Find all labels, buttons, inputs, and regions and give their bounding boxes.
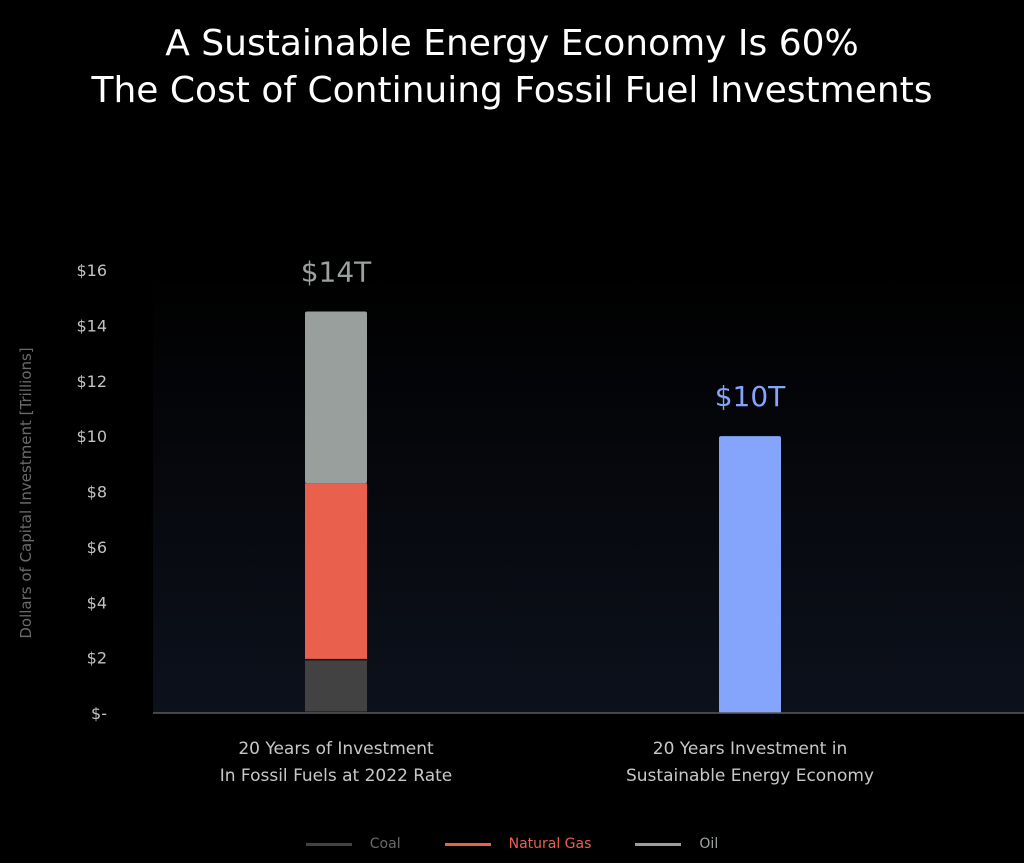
bar-segment-oil (305, 311, 367, 484)
legend-swatch (444, 842, 491, 846)
legend-item-coal: Coal (305, 836, 401, 852)
x-category-label: 20 Years Investment in (653, 739, 847, 759)
bar-group: $14T (301, 256, 372, 712)
bar-segment-coal (305, 660, 367, 712)
y-axis-label: Dollars of Capital Investment [Trillions… (17, 347, 35, 638)
chart-legend: Coal Natural Gas Oil (0, 836, 1024, 852)
y-tick-label: $14 (76, 316, 107, 335)
x-category-label: 20 Years of Investment (238, 739, 434, 759)
bar-group: $10T (715, 380, 786, 713)
legend-label: Coal (369, 836, 401, 852)
legend-swatch (635, 842, 682, 846)
x-category-label: Sustainable Energy Economy (626, 766, 874, 786)
bar-total-label: $14T (301, 256, 372, 289)
y-tick-label: $16 (76, 261, 107, 280)
bar-total-label: $10T (715, 380, 786, 413)
y-tick-label: $6 (87, 538, 107, 557)
chart-title-line-2: The Cost of Continuing Fossil Fuel Inves… (91, 70, 933, 111)
legend-item-natural-gas: Natural Gas (444, 836, 592, 852)
bar-segment-natural-gas (305, 483, 367, 659)
legend-label: Natural Gas (508, 836, 592, 852)
y-tick-label: $- (91, 704, 107, 723)
bar-chart: Dollars of Capital Investment [Trillions… (17, 256, 1024, 786)
y-tick-label: $8 (87, 483, 107, 502)
legend-swatch (305, 842, 352, 846)
chart-title: A Sustainable Energy Economy Is 60% The … (0, 20, 1024, 114)
y-tick-label: $10 (76, 427, 107, 446)
y-tick-label: $4 (87, 593, 107, 612)
legend-item-oil: Oil (635, 836, 718, 852)
bar-segment-sustainable-energy (719, 436, 781, 713)
y-tick-label: $2 (87, 649, 107, 668)
plot-area (153, 270, 1024, 713)
x-category-label: In Fossil Fuels at 2022 Rate (220, 766, 453, 786)
y-tick-label: $12 (76, 372, 107, 391)
legend-label: Oil (699, 836, 719, 852)
chart-title-line-1: A Sustainable Energy Economy Is 60% (165, 23, 859, 64)
